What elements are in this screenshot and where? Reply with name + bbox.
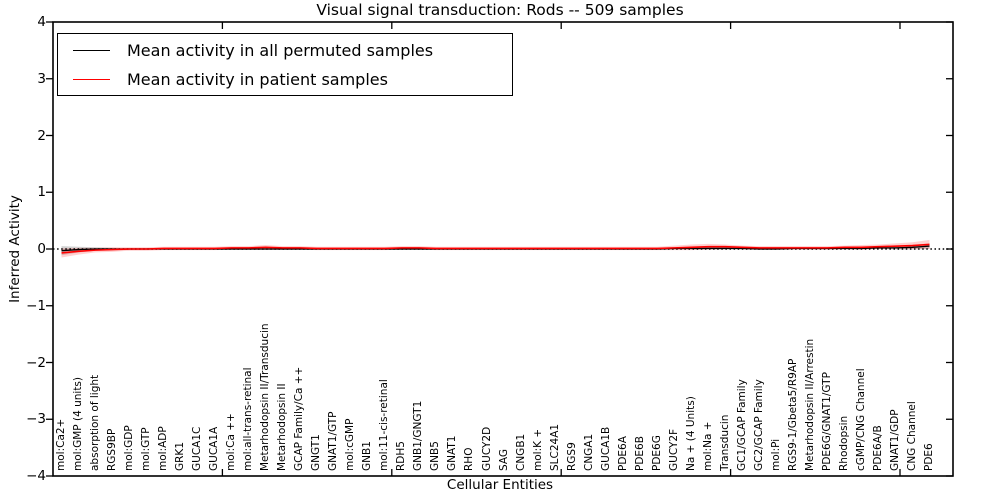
y-tick-label: −1 xyxy=(26,297,46,314)
x-tick-label: GNAT1/GTP xyxy=(327,411,340,472)
x-tick-label: PDE6 xyxy=(923,443,936,471)
x-tick-label: GUCA1C xyxy=(191,426,204,471)
y-tick-label: −2 xyxy=(26,354,46,371)
x-tick-label: Metarhodopsin II/Transducin xyxy=(259,323,272,471)
x-tick-label: mol:GTP xyxy=(140,427,153,471)
x-tick-label: CNGB1 xyxy=(514,433,527,471)
y-tick-label: −3 xyxy=(26,411,46,428)
y-tick-label: 4 xyxy=(37,14,46,30)
x-tick-label: RHO xyxy=(463,447,476,471)
x-tick-label: PDE6A/B xyxy=(871,425,884,471)
y-tick-label: −4 xyxy=(26,468,46,484)
y-tick-label: 1 xyxy=(37,184,46,201)
x-tick-label: mol:all-trans-retinal xyxy=(242,367,255,471)
x-tick-label: SAG xyxy=(497,449,510,471)
x-tick-label: Metarhodopsin II/Arrestin xyxy=(803,338,816,471)
x-tick-label: GNB5 xyxy=(429,441,442,471)
x-tick-label: GUCY2F xyxy=(667,428,680,471)
legend-row-permuted: Mean activity in all permuted samples xyxy=(58,36,512,65)
x-tick-label: GNB1 xyxy=(361,441,374,471)
legend: Mean activity in all permuted samples Me… xyxy=(57,33,513,96)
x-tick-label: PDE6A xyxy=(616,436,629,471)
x-tick-label: mol:ADP xyxy=(157,426,170,471)
x-tick-label: Rhodopsin xyxy=(837,415,850,471)
x-tick-label: Transducin xyxy=(718,414,731,471)
y-tick-label: 2 xyxy=(37,127,46,144)
series-line-patient xyxy=(61,243,930,254)
x-tick-label: GC1/GCAP Family xyxy=(735,379,748,471)
x-tick-label: mol:Ca2+ xyxy=(55,418,67,471)
y-tick-label: 0 xyxy=(37,241,46,257)
x-tick-label: GC2/GCAP Family xyxy=(752,379,765,471)
x-tick-label: GNGT1 xyxy=(310,434,323,471)
x-tick-label: GUCA1B xyxy=(599,426,612,471)
x-axis-label: Cellular Entities xyxy=(446,477,554,493)
x-tick-label: mol:GDP xyxy=(123,425,136,471)
x-tick-label: GNAT1/GDP xyxy=(888,409,901,471)
x-tick-label: GNAT1 xyxy=(446,435,459,471)
legend-line-sample-permuted xyxy=(73,49,110,51)
x-tick-label: RGS9-1/Gbeta5/R9AP xyxy=(786,358,799,471)
legend-label-patient: Mean activity in patient samples xyxy=(127,69,388,89)
x-tick-label: GCAP Family/Ca ++ xyxy=(293,366,306,471)
x-tick-label: cGMP/CNG Channel xyxy=(854,368,867,471)
x-tick-label: PDE6G xyxy=(650,435,663,471)
x-tick-label: GUCA1A xyxy=(208,426,221,471)
x-tick-label: CNGA1 xyxy=(582,433,595,471)
x-tick-label: SLC24A1 xyxy=(548,423,561,471)
x-tick-label: RDH5 xyxy=(395,441,408,471)
x-tick-label: Na + (4 Units) xyxy=(684,396,697,471)
x-tick-label: CNG Channel xyxy=(906,401,918,471)
x-tick-label: RGS9 xyxy=(565,442,578,471)
plot-area xyxy=(40,15,965,485)
x-tick-label: PDE6B xyxy=(633,436,646,471)
x-tick-label: mol:GMP (4 units) xyxy=(72,377,85,471)
legend-line-sample-patient xyxy=(73,78,110,80)
x-tick-label: GNB1/GNGT1 xyxy=(412,400,425,471)
x-tick-label: mol:cGMP xyxy=(344,418,357,471)
x-tick-label: RGS9BP xyxy=(106,428,119,471)
x-tick-label: GRK1 xyxy=(174,442,187,471)
x-tick-label: mol:Pi xyxy=(769,438,782,471)
legend-row-patient: Mean activity in patient samples xyxy=(58,65,512,94)
x-tick-label: mol:Na + xyxy=(701,421,714,471)
x-tick-label: mol:11-cis-retinal xyxy=(378,379,391,471)
x-tick-label: Metarhodopsin II xyxy=(276,383,289,471)
legend-label-permuted: Mean activity in all permuted samples xyxy=(127,40,434,60)
chart-title: Visual signal transduction: Rods -- 509 … xyxy=(316,1,684,19)
x-tick-label: mol:K + xyxy=(531,428,544,471)
x-tick-label: GUCY2D xyxy=(480,426,493,471)
y-tick-label: 3 xyxy=(37,70,46,87)
x-tick-label: PDE6G/GNAT1/GTP xyxy=(820,372,833,471)
x-tick-label: mol:Ca ++ xyxy=(225,413,238,471)
x-tick-label: absorption of light xyxy=(89,374,102,471)
